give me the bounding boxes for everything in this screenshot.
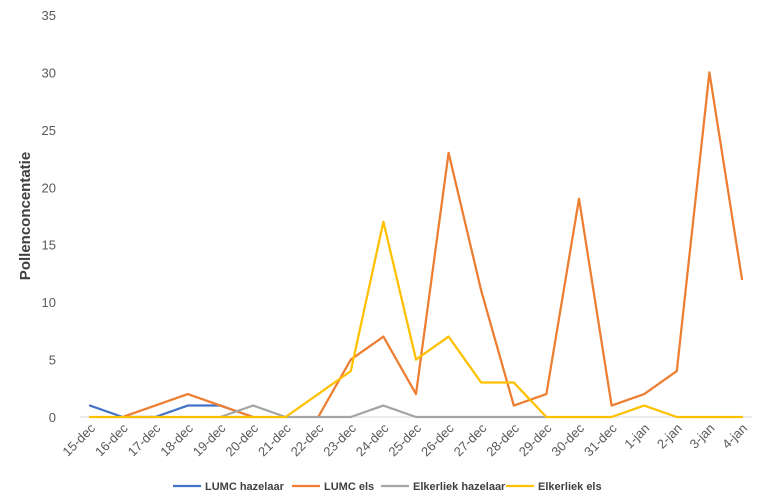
y-tick-label: 5 — [49, 353, 56, 368]
legend: LUMC hazelaar LUMC els Elkerliek hazelaar E… — [173, 481, 602, 493]
series-line-2 — [121, 71, 744, 419]
y-tick-label: 30 — [42, 65, 56, 80]
y-tick-label: 25 — [42, 123, 56, 138]
series-line-3 — [219, 404, 548, 419]
x-tick-label: 3-jan — [686, 421, 717, 452]
x-tick-label: 27-dec — [451, 420, 490, 459]
legend-label: LUMC els — [324, 481, 374, 493]
y-axis-label: Pollenconcentatie — [17, 152, 34, 280]
legend-label: Elkerliek hazelaar — [413, 481, 506, 493]
x-tick-label: 17-dec — [125, 420, 164, 459]
x-tick-label: 2-jan — [654, 421, 685, 452]
x-tick-label: 4-jan — [719, 421, 750, 452]
x-tick-label: 26-dec — [418, 420, 457, 459]
x-tick-label: 29-dec — [516, 420, 555, 459]
x-tick-label: 22-dec — [288, 420, 327, 459]
y-tick-label: 15 — [42, 238, 56, 253]
x-tick-label: 30-dec — [548, 420, 587, 459]
legend-label: Elkerliek els — [538, 481, 602, 493]
y-axis-ticks: 0 5 10 15 20 25 30 35 — [42, 8, 56, 425]
x-tick-label: 24-dec — [353, 420, 392, 459]
legend-label: LUMC hazelaar — [205, 481, 285, 493]
x-tick-label: 15-dec — [59, 420, 98, 459]
x-tick-label: 16-dec — [92, 420, 131, 459]
y-tick-label: 10 — [42, 295, 56, 310]
x-tick-label: 31-dec — [581, 420, 620, 459]
y-tick-label: 0 — [49, 410, 56, 425]
x-tick-label: 21-dec — [255, 420, 294, 459]
x-axis-ticks: 15-dec16-dec17-dec18-dec19-dec20-dec21-d… — [59, 420, 750, 459]
x-tick-label: 18-dec — [157, 420, 196, 459]
x-tick-label: 19-dec — [190, 420, 229, 459]
x-tick-label: 1-jan — [621, 421, 652, 452]
series-line-4 — [88, 220, 744, 419]
x-tick-label: 28-dec — [483, 420, 522, 459]
x-tick-label: 25-dec — [385, 420, 424, 459]
y-tick-label: 20 — [42, 180, 56, 195]
x-tick-label: 20-dec — [222, 420, 261, 459]
y-tick-label: 35 — [42, 8, 56, 23]
x-tick-label: 23-dec — [320, 420, 359, 459]
series-lines — [88, 71, 744, 419]
